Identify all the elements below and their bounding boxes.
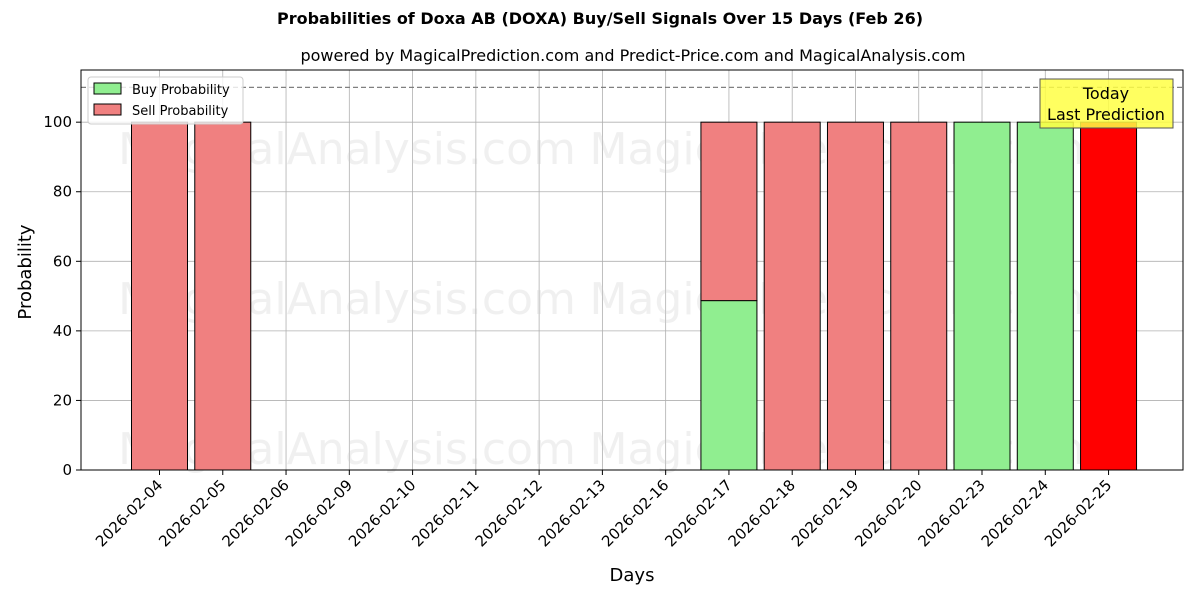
x-tick-label: 2026-02-09 [282, 476, 356, 550]
legend-label-sell: Sell Probability [132, 104, 229, 119]
x-tick-label: 2026-02-18 [725, 476, 799, 550]
sell-bar [826, 121, 884, 471]
y-tick-label: 20 [53, 391, 72, 409]
legend-label-buy: Buy Probability [132, 83, 230, 98]
y-axis-label: Probability [15, 224, 36, 319]
x-tick-label: 2026-02-04 [92, 476, 166, 550]
plot-frame [80, 69, 1184, 471]
y-tick-label: 100 [43, 113, 72, 131]
chart-title: Probabilities of Doxa AB (DOXA) Buy/Sell… [276, 9, 924, 28]
y-tick-label: 0 [62, 461, 72, 479]
y-tick-label: 40 [53, 322, 72, 340]
x-tick-label: 2026-02-19 [788, 476, 862, 550]
today-annotation-line2: Last Prediction [1047, 105, 1165, 124]
buy-bar [953, 121, 1011, 471]
y-tick-label: 60 [53, 252, 72, 270]
legend-swatch-buy [93, 82, 122, 95]
y-tick-label: 80 [53, 183, 72, 201]
sell-bar [131, 121, 188, 471]
sell-bar [890, 121, 948, 471]
buy-bar [700, 300, 758, 471]
legend [87, 76, 244, 125]
x-tick-label: 2026-02-13 [535, 476, 609, 550]
sell-bar [1080, 121, 1138, 471]
x-tick-label: 2026-02-10 [345, 476, 419, 550]
today-annotation-box [1039, 78, 1174, 129]
sell-bar [700, 121, 758, 302]
today-annotation-line1: Today [1082, 84, 1129, 103]
x-tick-label: 2026-02-24 [978, 476, 1052, 550]
x-tick-label: 2026-02-06 [218, 476, 292, 550]
x-axis-label: Days [610, 565, 655, 586]
buy-bar [1016, 121, 1074, 471]
x-tick-label: 2026-02-20 [851, 476, 925, 550]
legend-swatch-sell [93, 103, 122, 116]
x-tick-label: 2026-02-23 [914, 476, 988, 550]
x-tick-label: 2026-02-25 [1041, 476, 1115, 550]
sell-bar [194, 121, 252, 471]
x-tick-label: 2026-02-16 [598, 476, 672, 550]
chart-subtitle: powered by MagicalPrediction.com and Pre… [300, 46, 966, 65]
sell-bar [763, 121, 821, 471]
x-tick-label: 2026-02-05 [155, 476, 229, 550]
x-tick-label: 2026-02-12 [472, 476, 546, 550]
x-tick-label: 2026-02-17 [661, 476, 735, 550]
x-tick-label: 2026-02-11 [408, 476, 482, 550]
